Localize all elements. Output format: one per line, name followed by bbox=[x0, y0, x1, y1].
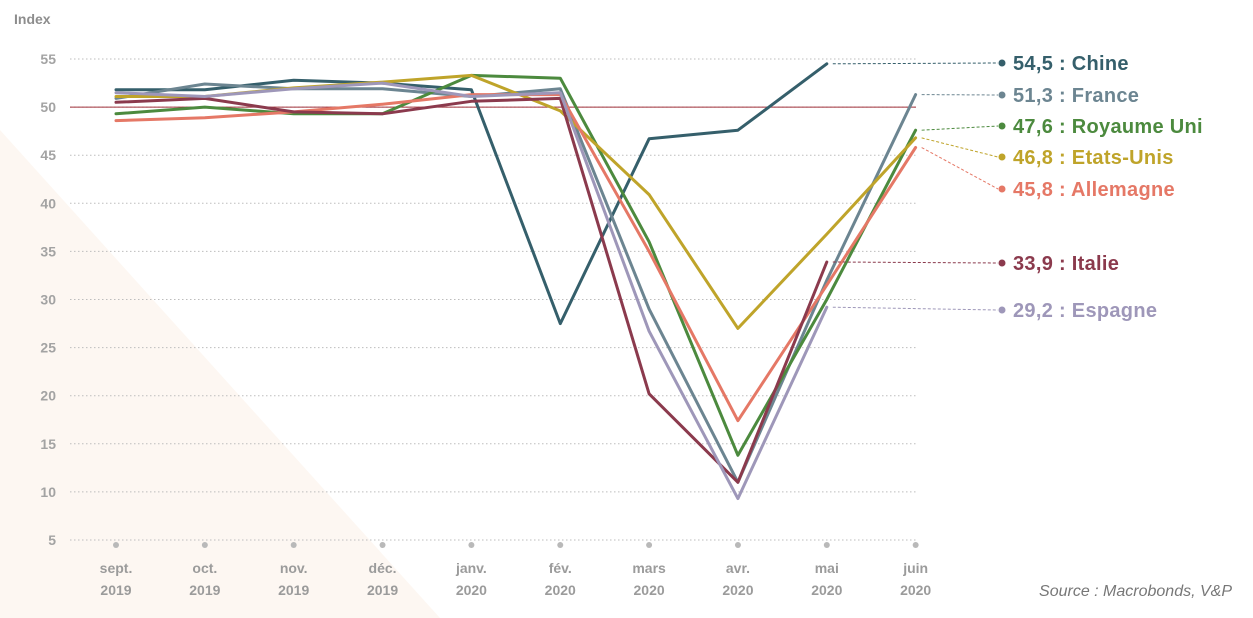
x-tick-year-4: 2020 bbox=[456, 582, 487, 598]
leader-etats-unis bbox=[921, 137, 999, 158]
x-tick-month-3: déc. bbox=[369, 560, 397, 576]
leader-allemagne bbox=[921, 147, 999, 190]
y-axis-title: Index bbox=[14, 11, 51, 27]
y-tick-20: 20 bbox=[40, 388, 56, 404]
y-tick-50: 50 bbox=[40, 99, 56, 115]
x-axis-tick-labels: sept. 2019 oct. 2019 nov. 2019 déc. 2019 janv. 20… bbox=[100, 560, 932, 598]
series-label-espagne: 29,2 : Espagne bbox=[1013, 300, 1157, 322]
x-tick-month-1: oct. bbox=[192, 560, 217, 576]
series-label-italie: 33,9 : Italie bbox=[1013, 253, 1119, 275]
series-end-labels: 54,5 : Chine 51,3 : France 47,6 : Royaume … bbox=[1013, 53, 1203, 322]
leader-italie bbox=[832, 261, 999, 264]
label-leader-lines bbox=[832, 59, 1006, 314]
series-label-etats-unis: 46,8 : Etats-Unis bbox=[1013, 147, 1174, 169]
x-tick-month-4: janv. bbox=[455, 560, 487, 576]
series-lines bbox=[114, 62, 918, 501]
x-dot-7 bbox=[734, 542, 741, 548]
x-dot-2 bbox=[290, 542, 297, 548]
x-dot-4 bbox=[468, 542, 475, 548]
label-dot-royaume-uni bbox=[998, 122, 1006, 130]
x-tick-month-9: juin bbox=[902, 560, 928, 576]
x-tick-year-7: 2020 bbox=[722, 582, 753, 598]
x-tick-month-7: avr. bbox=[726, 560, 750, 576]
leader-espagne bbox=[832, 306, 999, 311]
series-label-chine: 54,5 : Chine bbox=[1013, 53, 1129, 75]
series-line-royaume-uni bbox=[114, 73, 918, 457]
x-axis-dots bbox=[113, 542, 919, 548]
x-dot-6 bbox=[646, 542, 653, 548]
label-dot-etats-unis bbox=[998, 153, 1006, 161]
series-line-espagne bbox=[114, 81, 829, 501]
y-tick-15: 15 bbox=[40, 436, 56, 452]
x-tick-year-8: 2020 bbox=[811, 582, 842, 598]
x-tick-year-0: 2019 bbox=[100, 582, 131, 598]
label-dot-france bbox=[998, 91, 1006, 99]
x-tick-year-5: 2020 bbox=[545, 582, 576, 598]
series-label-allemagne: 45,8 : Allemagne bbox=[1013, 179, 1175, 201]
y-tick-40: 40 bbox=[40, 195, 56, 211]
x-tick-year-1: 2019 bbox=[189, 582, 220, 598]
x-tick-month-5: fév. bbox=[549, 560, 572, 576]
series-line-italie bbox=[114, 96, 829, 484]
x-dot-9 bbox=[912, 542, 919, 548]
series-line-etats-unis bbox=[114, 73, 918, 330]
leader-chine bbox=[832, 62, 999, 65]
y-tick-45: 45 bbox=[40, 147, 56, 163]
x-dot-8 bbox=[823, 542, 830, 548]
x-tick-year-2: 2019 bbox=[278, 582, 309, 598]
leader-royaume-uni bbox=[921, 125, 999, 131]
label-dot-espagne bbox=[998, 306, 1006, 314]
source-note: Source : Macrobonds, V&P bbox=[1039, 583, 1232, 600]
x-tick-year-3: 2019 bbox=[367, 582, 398, 598]
label-dot-chine bbox=[998, 59, 1006, 67]
x-dot-0 bbox=[113, 542, 119, 548]
background-diagonal-band bbox=[0, 130, 440, 618]
label-dot-allemagne bbox=[998, 185, 1006, 193]
x-tick-month-8: mai bbox=[815, 560, 839, 576]
y-axis-tick-labels: 5 10 15 20 25 30 35 40 45 50 55 bbox=[40, 51, 56, 548]
x-dot-1 bbox=[201, 542, 208, 548]
y-tick-55: 55 bbox=[40, 51, 56, 67]
x-tick-year-9: 2020 bbox=[900, 582, 931, 598]
series-label-france: 51,3 : France bbox=[1013, 85, 1139, 107]
series-label-royaume-uni: 47,6 : Royaume Uni bbox=[1013, 116, 1203, 138]
x-tick-month-2: nov. bbox=[280, 560, 308, 576]
x-dot-5 bbox=[557, 542, 564, 548]
y-tick-25: 25 bbox=[40, 340, 56, 356]
y-tick-10: 10 bbox=[40, 484, 56, 500]
x-dot-3 bbox=[379, 542, 386, 548]
y-tick-5: 5 bbox=[48, 532, 56, 548]
y-tick-35: 35 bbox=[40, 243, 56, 259]
grid-lines bbox=[70, 58, 916, 541]
x-tick-month-6: mars bbox=[632, 560, 666, 576]
x-tick-year-6: 2020 bbox=[634, 582, 665, 598]
y-tick-30: 30 bbox=[40, 292, 56, 308]
x-tick-month-0: sept. bbox=[100, 560, 133, 576]
label-dot-italie bbox=[998, 259, 1006, 267]
